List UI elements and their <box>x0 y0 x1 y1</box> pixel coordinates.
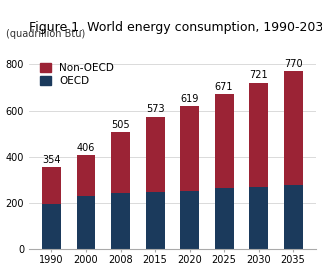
Bar <box>284 71 303 185</box>
Bar <box>180 191 199 249</box>
Bar <box>42 167 61 204</box>
Bar <box>111 132 130 193</box>
Bar <box>77 196 96 249</box>
Text: 721: 721 <box>249 70 268 80</box>
Bar <box>146 117 165 192</box>
Bar <box>214 94 233 188</box>
Bar <box>249 83 268 186</box>
Bar <box>77 155 96 196</box>
Text: 671: 671 <box>215 82 233 92</box>
Legend: Non-OECD, OECD: Non-OECD, OECD <box>37 60 117 89</box>
Bar <box>42 204 61 249</box>
Text: (quadrillion Btu): (quadrillion Btu) <box>6 29 85 39</box>
Text: 619: 619 <box>180 94 199 104</box>
Text: Figure 1. World energy consumption, 1990-2035: Figure 1. World energy consumption, 1990… <box>29 21 322 34</box>
Bar <box>146 192 165 249</box>
Text: 505: 505 <box>111 120 130 130</box>
Bar <box>111 193 130 249</box>
Text: 770: 770 <box>284 59 302 69</box>
Text: 573: 573 <box>146 104 164 115</box>
Text: 354: 354 <box>42 155 61 165</box>
Bar <box>249 186 268 249</box>
Bar <box>284 185 303 249</box>
Bar <box>214 188 233 249</box>
Bar <box>180 106 199 191</box>
Text: 406: 406 <box>77 143 95 153</box>
